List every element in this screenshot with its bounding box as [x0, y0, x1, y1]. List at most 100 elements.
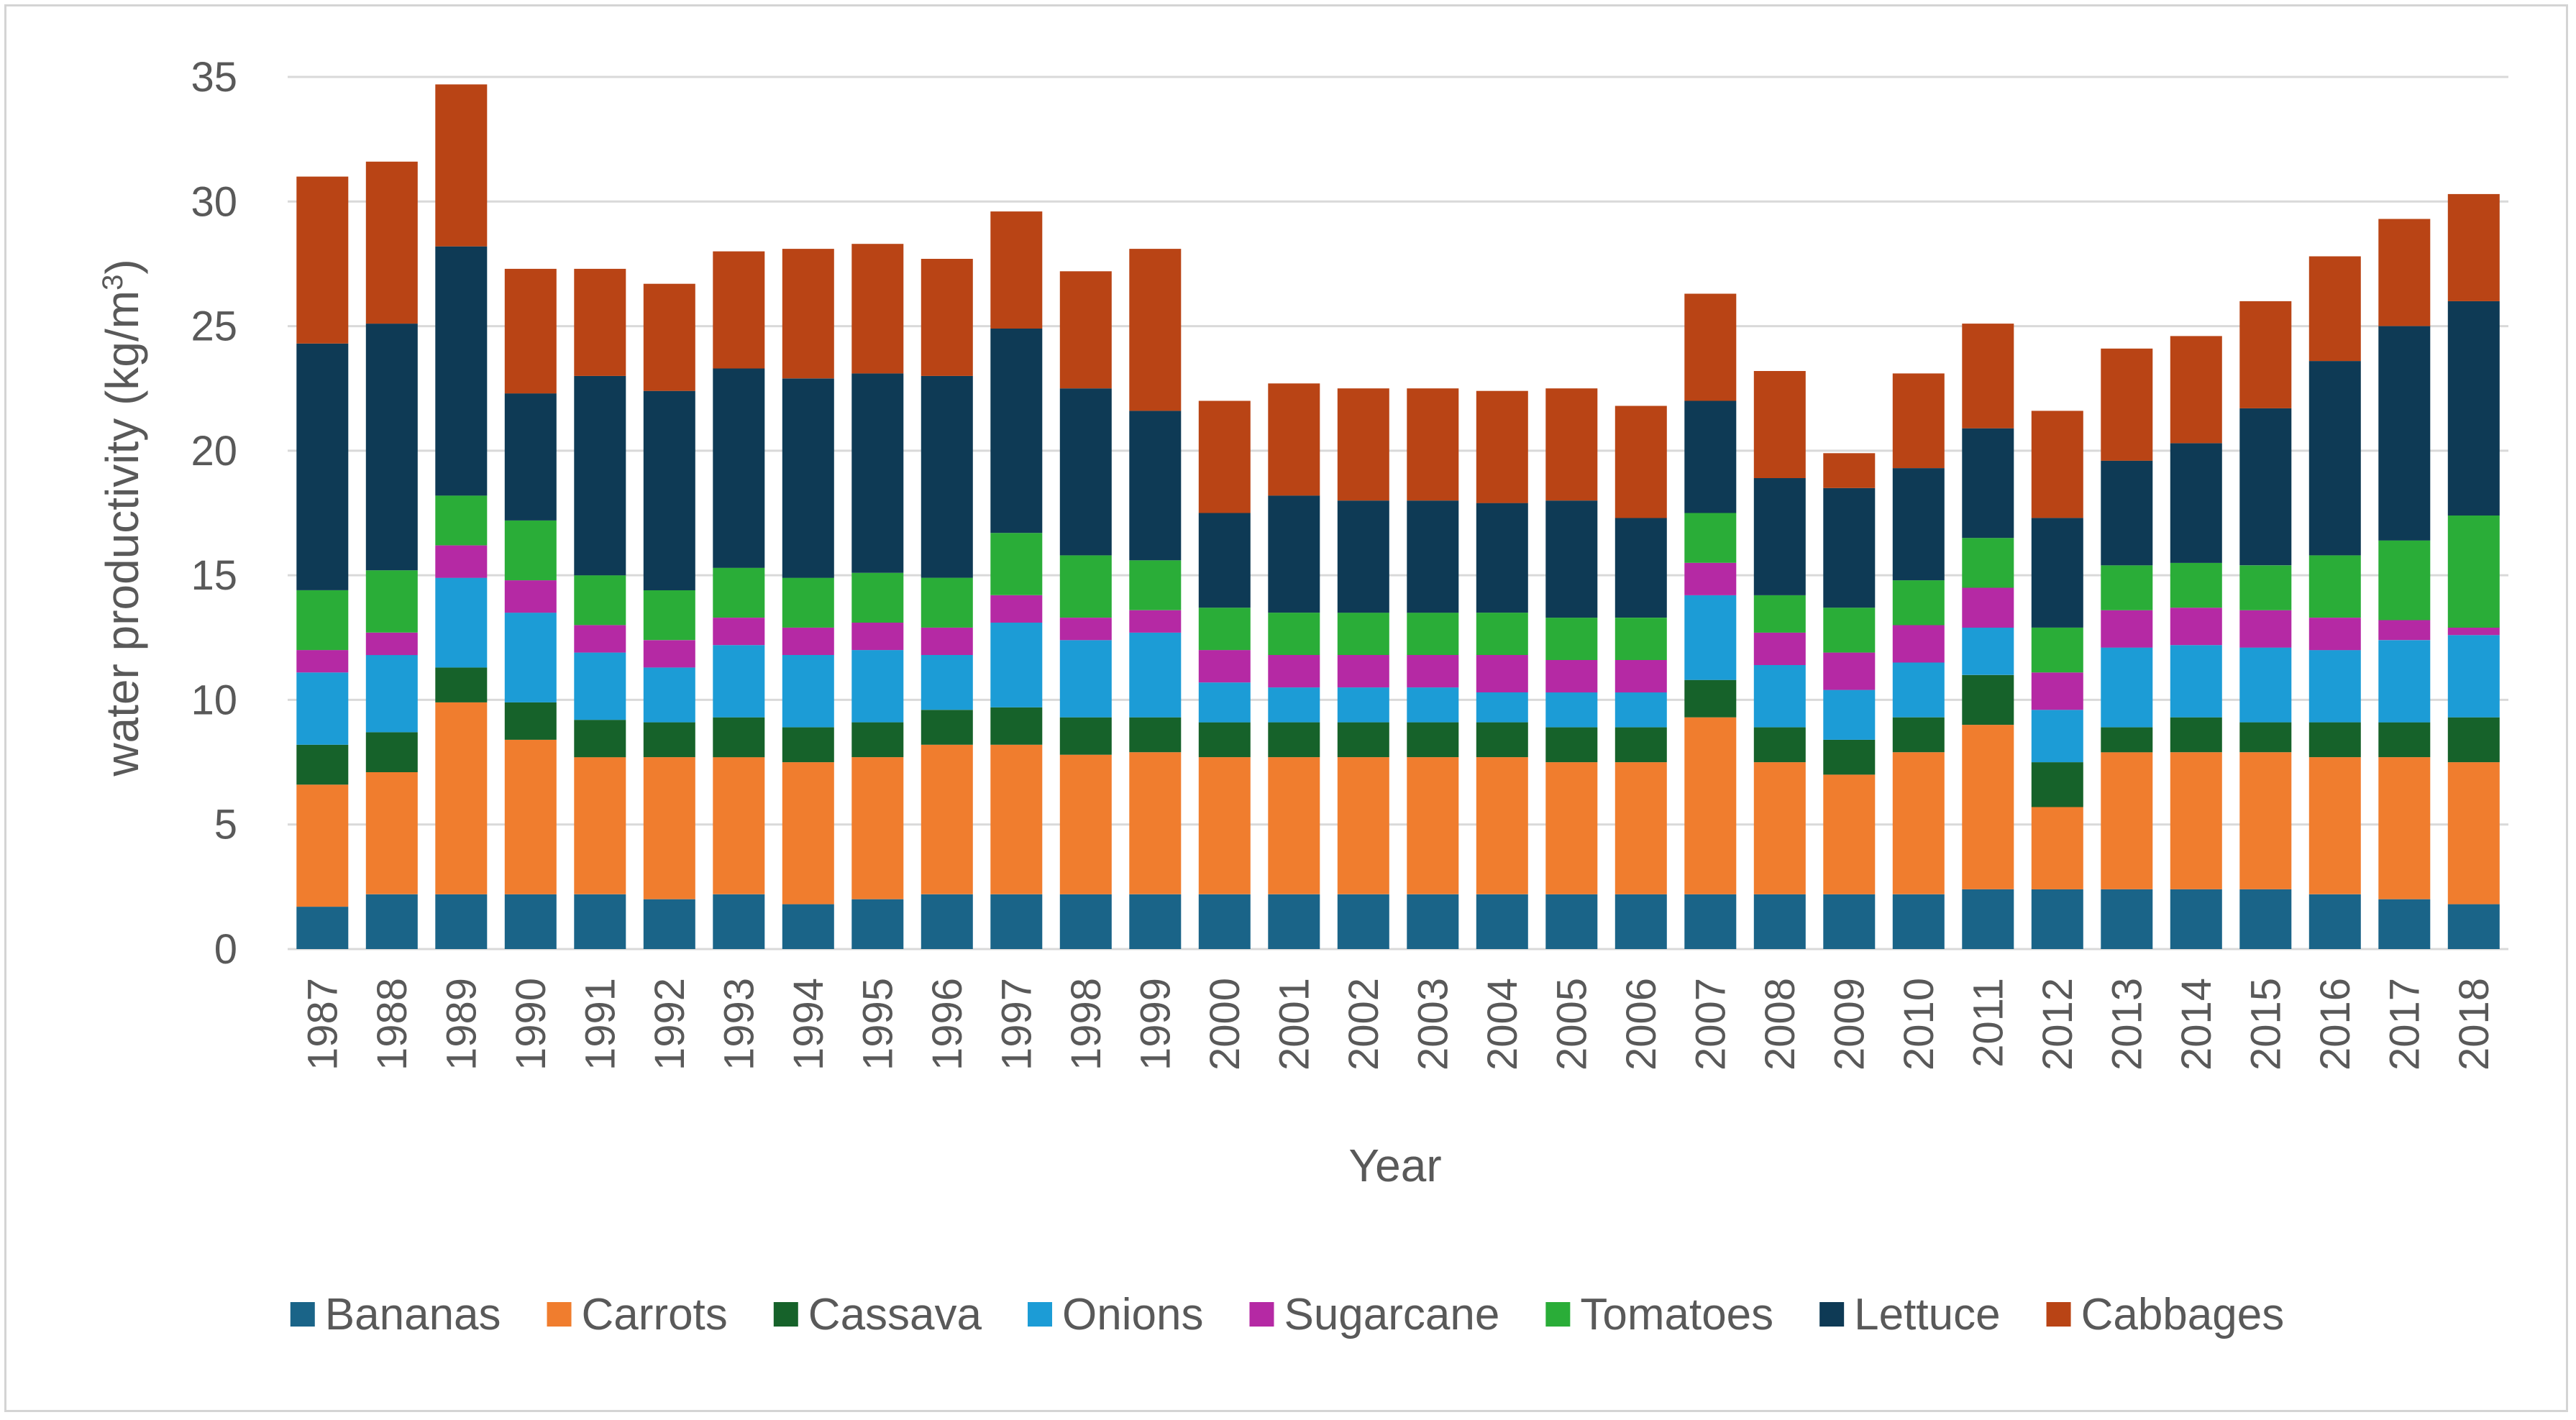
bar-segment-tomatoes-2018	[2447, 516, 2500, 628]
bar-segment-lettuce-2000	[1198, 513, 1251, 608]
legend-item-lettuce: Lettuce	[1819, 1290, 2001, 1339]
bar-segment-sugarcane-2002	[1337, 655, 1389, 688]
bar-segment-bananas-1988	[365, 894, 418, 949]
bar-segment-tomatoes-1989	[435, 495, 488, 546]
bar-segment-cassava-2015	[2239, 722, 2292, 753]
bar-segment-tomatoes-1996	[921, 577, 973, 628]
y-tick-label: 35	[191, 54, 237, 101]
bar-segment-cabbages-2013	[2101, 348, 2153, 461]
bar-segment-bananas-1991	[574, 894, 626, 949]
bar-segment-lettuce-1991	[574, 375, 626, 576]
bar-segment-lettuce-2002	[1337, 500, 1389, 613]
bar-segment-sugarcane-2000	[1198, 650, 1251, 683]
bar-segment-lettuce-1989	[435, 246, 488, 496]
legend-label: Tomatoes	[1580, 1290, 1773, 1339]
bar-segment-carrots-2012	[2031, 807, 2083, 889]
bar-segment-lettuce-1987	[296, 343, 349, 590]
bar-segment-bananas-2006	[1614, 894, 1667, 949]
bar-segment-onions-2014	[2170, 645, 2222, 718]
legend-swatch	[547, 1302, 572, 1327]
bar-segment-carrots-2014	[2170, 752, 2222, 889]
bar-segment-lettuce-2012	[2031, 518, 2083, 628]
bar-segment-tomatoes-2007	[1684, 513, 1737, 563]
bar-segment-tomatoes-1994	[782, 577, 834, 628]
bar-segment-lettuce-2010	[1892, 468, 1945, 581]
bar-segment-cassava-1987	[296, 744, 349, 785]
bar-segment-bananas-2013	[2101, 889, 2153, 949]
bar-segment-carrots-2011	[1962, 725, 2014, 889]
bar-segment-lettuce-2006	[1614, 518, 1667, 618]
x-tick-label: 2016	[2312, 978, 2359, 1071]
bar-segment-cassava-2018	[2447, 717, 2500, 763]
bar-segment-sugarcane-2006	[1614, 660, 1667, 693]
y-axis-title: water productivity (kg/m3)	[96, 259, 148, 777]
bar-segment-sugarcane-1988	[365, 632, 418, 656]
bar-segment-tomatoes-1990	[504, 520, 557, 581]
bar-segment-tomatoes-2005	[1545, 618, 1598, 660]
bar-segment-cassava-1996	[921, 710, 973, 745]
bar-segment-sugarcane-2003	[1407, 655, 1459, 688]
bar-segment-bananas-2008	[1753, 894, 1806, 949]
legend-swatch	[1249, 1302, 1274, 1327]
bar-segment-lettuce-1995	[851, 373, 904, 573]
bar-segment-cabbages-1996	[921, 259, 973, 376]
bar-segment-cassava-1997	[990, 707, 1043, 745]
bar-segment-bananas-1995	[851, 899, 904, 949]
bar-segment-onions-1988	[365, 655, 418, 733]
bar-segment-cabbages-1999	[1129, 249, 1182, 411]
bar-segment-tomatoes-2001	[1268, 613, 1320, 655]
bar-segment-cabbages-1997	[990, 211, 1043, 329]
y-tick-label: 30	[191, 178, 237, 225]
bar-segment-carrots-1987	[296, 784, 349, 907]
bar-segment-cabbages-2008	[1753, 371, 1806, 478]
bar-segment-bananas-2014	[2170, 889, 2222, 949]
bar-segment-carrots-1991	[574, 757, 626, 894]
bar-segment-cassava-1988	[365, 732, 418, 772]
x-tick-label: 2017	[2381, 978, 2428, 1071]
bar-segment-bananas-2016	[2308, 894, 2361, 949]
bar-segment-carrots-1989	[435, 702, 488, 894]
bar-segment-carrots-2005	[1545, 762, 1598, 894]
bar-segment-cassava-2014	[2170, 717, 2222, 753]
y-tick-label: 10	[191, 677, 237, 723]
bar-segment-lettuce-1999	[1129, 411, 1182, 561]
x-tick-label: 2006	[1618, 978, 1665, 1071]
bar-segment-carrots-2017	[2378, 757, 2431, 899]
x-tick-label: 2002	[1340, 978, 1387, 1071]
bar-segment-sugarcane-1995	[851, 623, 904, 651]
y-axis-title-close: )	[96, 259, 148, 274]
bar-segment-bananas-1996	[921, 894, 973, 949]
bar-segment-cabbages-1998	[1059, 271, 1112, 389]
legend-label: Carrots	[582, 1290, 728, 1339]
x-tick-label: 2018	[2451, 978, 2498, 1071]
bar-segment-cabbages-2016	[2308, 256, 2361, 362]
bar-segment-bananas-2001	[1268, 894, 1320, 949]
bar-segment-cabbages-2017	[2378, 219, 2431, 326]
bar-segment-cabbages-2015	[2239, 301, 2292, 408]
bar-segment-tomatoes-2006	[1614, 618, 1667, 660]
bar-segment-cabbages-2018	[2447, 193, 2500, 301]
x-tick-label: 2014	[2173, 978, 2220, 1071]
bar-segment-cassava-2010	[1892, 717, 1945, 753]
bar-segment-cassava-1994	[782, 727, 834, 763]
bars	[296, 84, 2500, 949]
bar-segment-bananas-2017	[2378, 899, 2431, 949]
bar-segment-carrots-2010	[1892, 752, 1945, 894]
bar-segment-sugarcane-2018	[2447, 627, 2500, 636]
bar-segment-bananas-2015	[2239, 889, 2292, 949]
bar-segment-onions-1987	[296, 672, 349, 745]
bar-segment-bananas-2011	[1962, 889, 2014, 949]
x-tick-label: 2011	[1965, 978, 2011, 1068]
bar-segment-sugarcane-2014	[2170, 608, 2222, 646]
bar-segment-bananas-2002	[1337, 894, 1389, 949]
bar-segment-carrots-2002	[1337, 757, 1389, 894]
bar-segment-bananas-1987	[296, 907, 349, 949]
bar-segment-lettuce-1994	[782, 378, 834, 578]
bar-segment-cabbages-2012	[2031, 411, 2083, 518]
bar-segment-lettuce-2018	[2447, 301, 2500, 516]
bar-segment-carrots-1998	[1059, 754, 1112, 894]
bar-segment-lettuce-1997	[990, 329, 1043, 533]
bar-segment-cabbages-2000	[1198, 400, 1251, 513]
bar-segment-onions-2000	[1198, 682, 1251, 723]
bar-segment-carrots-1996	[921, 744, 973, 894]
